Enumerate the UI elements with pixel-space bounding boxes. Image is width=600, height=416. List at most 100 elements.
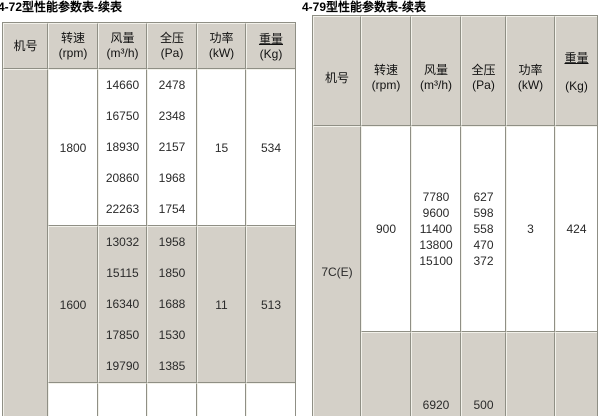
left-group-partial: 1018011520 11951102 (3, 383, 295, 416)
value-line: 11400 (419, 222, 453, 236)
col-header-flow-label: 风量 (110, 31, 135, 45)
cell-weight (246, 383, 295, 416)
cell-weight: 424 (555, 126, 597, 332)
col-header-machine-label: 机号 (13, 38, 38, 53)
right-group-900: 7C(E) 900 7780 9600 11400 13800 15100 627 598… (313, 126, 597, 416)
col-header-weight: 重量 (Kg) (246, 23, 295, 69)
left-group-1600: 1600 13032 15115 16340 17850 19790 1958 1850 1… (3, 226, 295, 383)
cell-flow-values: 14660 16750 18930 20860 22263 (98, 69, 147, 226)
cell-speed (48, 383, 98, 416)
cell-power: 3 (506, 126, 555, 332)
value-line: 15115 (106, 266, 139, 280)
value-line: 2348 (158, 109, 186, 123)
col-header-power: 功率 (kW) (197, 23, 246, 69)
cell-weight: 534 (246, 69, 295, 226)
value-line: 6920 (422, 397, 450, 412)
col-header-power: 功率 (kW) (506, 16, 555, 126)
cell-pressure-values: 1958 1850 1688 1530 1385 (147, 226, 197, 383)
col-header-machine: 机号 (3, 23, 48, 69)
value-line: 1850 (158, 266, 186, 280)
value-line: 7780 (422, 190, 450, 204)
cell-flow-values: 1018011520 (98, 383, 147, 416)
cell-flow-values: 13032 15115 16340 17850 19790 (98, 226, 147, 383)
value-line: 16750 (105, 109, 140, 123)
col-header-power-label: 功率 (209, 31, 234, 45)
col-header-weight-label: 重量 (258, 31, 283, 46)
col-header-weight-unit: (Kg) (565, 79, 588, 93)
value-line: 558 (473, 222, 494, 236)
col-header-flow-unit: (m³/h) (420, 78, 452, 92)
col-header-pressure-unit: (Pa) (472, 78, 495, 92)
col-header-flow-label: 风量 (423, 63, 448, 77)
col-header-machine: 机号 (313, 16, 361, 126)
value-line: 470 (473, 238, 494, 252)
cell-machine: 7C(E) (313, 126, 361, 416)
col-header-speed: 转速 (rpm) (48, 23, 98, 69)
flow-stack: 69208400101601224012440 (412, 394, 460, 416)
value-line: 2478 (158, 78, 186, 92)
cell-speed: 1800 (48, 69, 98, 226)
value-line: 15100 (419, 254, 453, 268)
col-header-speed-unit: (rpm) (371, 78, 401, 92)
cell-pressure-values: 11951102 (147, 383, 197, 416)
col-header-pressure: 全压 (Pa) (147, 23, 197, 69)
value-line: 2157 (158, 140, 186, 154)
cell-pressure-values: 500470441372294 (461, 332, 506, 416)
value-line: 1968 (158, 171, 186, 185)
flow-stack: 14660 16750 18930 20860 22263 (99, 70, 146, 225)
col-header-flow-unit: (m³/h) (106, 46, 139, 60)
value-line: 20860 (105, 171, 140, 185)
value-line: 598 (473, 206, 494, 220)
col-header-weight-unit: (Kg) (259, 46, 283, 61)
col-header-pressure-label: 全压 (471, 63, 496, 77)
col-header-speed: 转速 (rpm) (361, 16, 411, 126)
flow-stack: 13032 15115 16340 17850 19790 (99, 227, 146, 382)
col-header-pressure: 全压 (Pa) (461, 16, 506, 126)
right-table: 机号 转速 (rpm) 风量 (m³/h) 全压 (312, 15, 598, 416)
col-header-speed-label: 转速 (60, 31, 85, 45)
value-line: 13032 (105, 235, 140, 249)
cell-power (197, 383, 246, 416)
cell-power: 2.2 (506, 332, 555, 416)
cell-flow-values: 69208400101601224012440 (411, 332, 461, 416)
cell-flow-values: 7780 9600 11400 13800 15100 (411, 126, 461, 332)
value-line: 1958 (158, 235, 186, 249)
right-header-row: 机号 转速 (rpm) 风量 (m³/h) 全压 (313, 16, 597, 126)
col-header-machine-label: 机号 (324, 70, 349, 85)
flow-stack: 7780 9600 11400 13800 15100 (412, 189, 460, 269)
col-header-weight: 重量 (Kg) (555, 16, 597, 126)
pressure-stack: 1958 1850 1688 1530 1385 (148, 227, 196, 382)
right-group-800: 800 69208400101601224012440 500470441372… (313, 332, 597, 416)
value-line: 17850 (105, 328, 140, 342)
value-line: 19790 (105, 359, 140, 373)
col-header-power-unit: (kW) (517, 78, 544, 92)
col-header-power-unit: (kW) (208, 46, 235, 60)
value-line: 627 (473, 190, 494, 204)
left-group-1800: 1800 14660 16750 18930 20860 22263 2478 2348 2… (3, 69, 295, 416)
value-line: 372 (473, 254, 494, 268)
cell-speed: 900 (361, 126, 411, 332)
value-line: 1530 (158, 328, 186, 342)
value-line: 8400 (423, 413, 450, 416)
value-line: 1385 (158, 359, 186, 373)
cell-pressure-values: 2478 2348 2157 1968 1754 (147, 69, 197, 226)
left-header-row: 机号 转速 (rpm) 风量 (m³/h) 全压 (3, 23, 295, 69)
value-line: 18930 (105, 140, 140, 154)
col-header-power-label: 功率 (518, 63, 543, 77)
value-line: 9600 (422, 206, 450, 220)
pressure-stack: 627 598 558 470 372 (462, 189, 505, 269)
cell-power: 15 (197, 69, 246, 226)
col-header-speed-unit: (rpm) (58, 46, 88, 60)
cell-machine-empty (3, 69, 48, 416)
value-line: 500 (473, 397, 494, 412)
value-line: 1754 (158, 202, 186, 216)
left-table-title: 4-72型性能参数表-续表 (0, 0, 123, 14)
cell-power: 11 (197, 226, 246, 383)
cell-weight: 417 (555, 332, 597, 416)
right-table-title: 4-79型性能参数表-续表 (302, 0, 427, 14)
cell-weight: 513 (246, 226, 295, 383)
col-header-pressure-label: 全压 (159, 31, 184, 45)
value-line: 13800 (419, 238, 453, 252)
col-header-pressure-unit: (Pa) (160, 46, 184, 60)
